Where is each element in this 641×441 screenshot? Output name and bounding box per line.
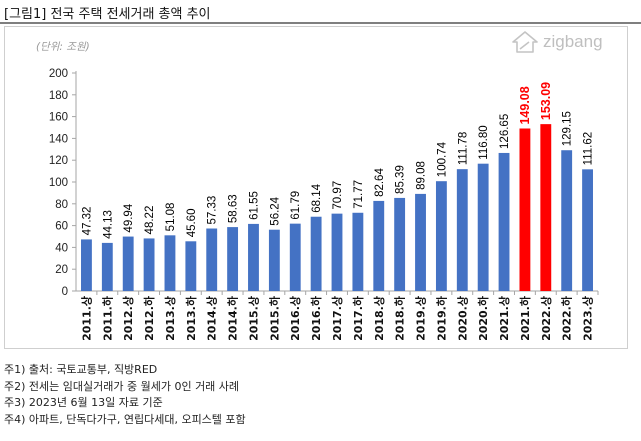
zigbang-logo-icon (512, 31, 538, 53)
bar (289, 223, 301, 291)
bar (227, 227, 239, 291)
x-tick-label: 2015.상 (246, 296, 260, 341)
bar (143, 238, 155, 291)
x-tick-label: 2013.상 (163, 296, 177, 341)
x-tick-label: 2021.하 (518, 295, 532, 341)
x-tick-label: 2020.상 (455, 296, 469, 341)
y-tick-label: 160 (49, 112, 68, 124)
bar (185, 241, 197, 291)
footnote-date: 주3) 2023년 6월 13일 자료 기준 (4, 396, 163, 409)
data-label: 126.65 (499, 114, 511, 149)
footnotes: 주1) 출처: 국토교통부, 직방RED 주2) 전세는 임대실거래가 중 월세… (4, 362, 246, 428)
brand-logo: zigbang (512, 31, 603, 53)
data-label: 49.94 (123, 203, 135, 232)
bar (248, 223, 259, 291)
data-label: 61.55 (248, 191, 260, 220)
bar (310, 216, 322, 291)
data-label: 89.08 (416, 161, 428, 190)
y-tick-label: 0 (62, 286, 68, 298)
bar (394, 197, 406, 291)
x-tick-label: 2022.하 (560, 295, 574, 341)
x-tick-label: 2012.상 (121, 296, 135, 341)
bar (456, 169, 468, 291)
data-label: 47.32 (81, 207, 93, 236)
data-label: 111.62 (583, 132, 595, 165)
bar (268, 229, 280, 291)
data-label: 44.13 (102, 210, 114, 239)
y-tick-label: 60 (55, 221, 68, 233)
x-tick-label: 2019.하 (434, 295, 448, 341)
footnote-source: 주1) 출처: 국토교통부, 직방RED (4, 363, 158, 376)
title-divider (0, 22, 641, 24)
x-tick-label: 2017.하 (351, 295, 365, 341)
bar (477, 163, 489, 291)
data-label: 82.64 (374, 168, 386, 197)
y-tick-label: 140 (49, 133, 68, 145)
brand-name: zigbang (543, 32, 603, 51)
x-tick-label: 2021.상 (497, 296, 511, 341)
x-tick-label: 2016.상 (288, 296, 302, 341)
bar-highlighted (540, 124, 552, 291)
bar (331, 213, 343, 291)
data-label: 149.08 (518, 86, 532, 124)
data-label: 71.77 (353, 180, 365, 209)
x-tick-label: 2014.하 (226, 295, 240, 341)
unit-label: (단위: 조원) (36, 41, 90, 53)
data-label: 56.24 (269, 196, 281, 225)
data-label: 100.74 (436, 141, 448, 177)
x-tick-label: 2016.하 (309, 295, 323, 341)
bar (122, 236, 134, 291)
bar (81, 239, 92, 291)
data-label: 48.22 (144, 206, 156, 235)
x-tick-label: 2013.하 (184, 295, 198, 341)
bar (352, 212, 364, 291)
y-tick-label: 200 (49, 68, 68, 80)
y-tick-label: 80 (55, 199, 68, 211)
x-tick-label: 2015.하 (267, 295, 281, 341)
bar (206, 228, 218, 291)
y-tick-label: 120 (49, 155, 68, 167)
data-label: 45.60 (186, 209, 198, 238)
figure-title: [그림1] 전국 주택 전세거래 총액 추이 (4, 7, 211, 22)
bar (561, 150, 573, 291)
bar (164, 235, 176, 291)
data-label: 153.09 (539, 82, 553, 120)
y-tick-label: 180 (49, 90, 68, 102)
y-tick-label: 20 (55, 264, 68, 276)
x-tick-label: 2018.하 (393, 295, 407, 341)
bar-highlighted (519, 128, 531, 291)
data-label: 61.79 (290, 191, 302, 220)
footnote-scope: 주4) 아파트, 단독다가구, 연립다세대, 오피스텔 포함 (4, 412, 246, 426)
data-label: 116.80 (478, 125, 490, 159)
x-tick-label: 2018.상 (372, 296, 386, 341)
bar (415, 193, 426, 291)
bar (582, 169, 593, 291)
x-tick-label: 2014.상 (205, 296, 219, 341)
bar (435, 181, 447, 291)
data-label: 111.78 (457, 132, 469, 165)
x-tick-label: 2012.하 (142, 295, 156, 341)
x-tick-label: 2023.상 (581, 296, 595, 341)
data-label: 85.39 (395, 165, 407, 194)
data-label: 57.33 (207, 196, 219, 225)
data-label: 58.63 (228, 194, 240, 223)
y-tick-label: 100 (49, 177, 68, 189)
x-tick-label: 2022.상 (539, 296, 553, 341)
x-tick-label: 2011.하 (100, 295, 114, 341)
x-tick-label: 2019.상 (414, 296, 428, 341)
data-label: 68.14 (311, 183, 323, 212)
data-label: 51.08 (165, 203, 177, 232)
footnote-definition: 주2) 전세는 임대실거래가 중 월세가 0인 거래 사례 (4, 379, 240, 393)
x-tick-label: 2011.상 (79, 296, 93, 341)
bar (101, 242, 113, 291)
data-label: 70.97 (332, 181, 344, 210)
x-tick-label: 2020.하 (476, 295, 490, 341)
x-tick-label: 2017.상 (330, 296, 344, 341)
bar (498, 152, 510, 291)
data-label: 129.15 (562, 111, 574, 146)
bar (373, 200, 385, 291)
y-tick-label: 40 (55, 242, 68, 254)
